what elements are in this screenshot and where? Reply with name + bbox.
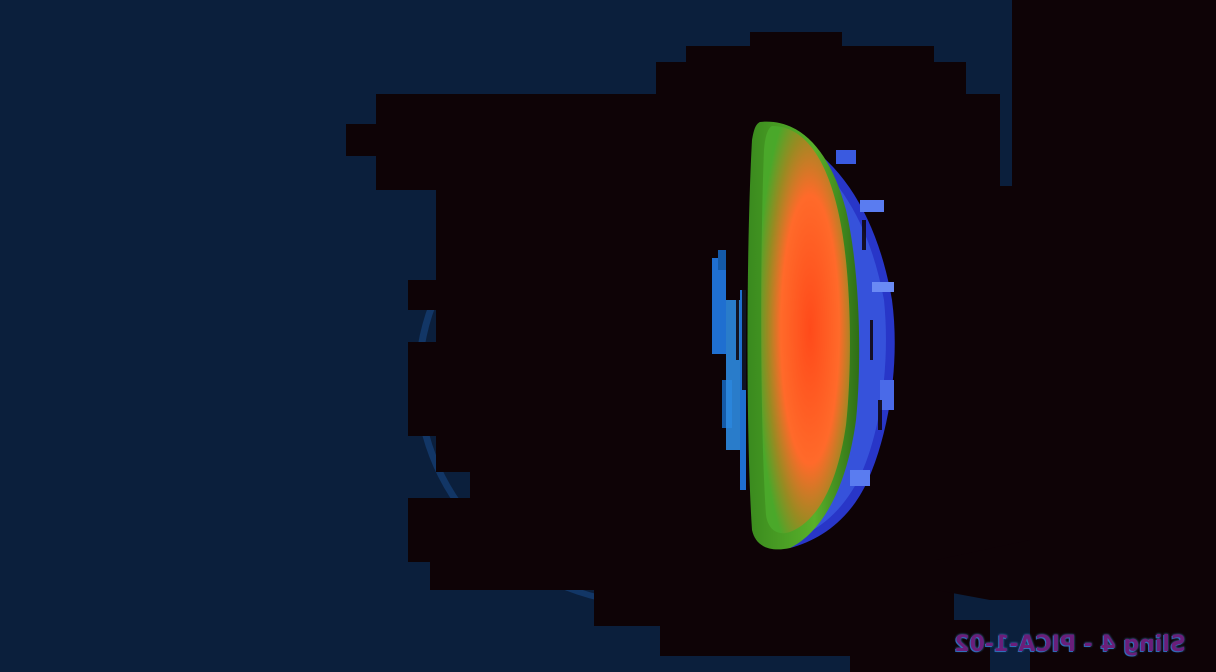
image-caption: Sling 4 - PICA-1-02 [970, 624, 1170, 664]
